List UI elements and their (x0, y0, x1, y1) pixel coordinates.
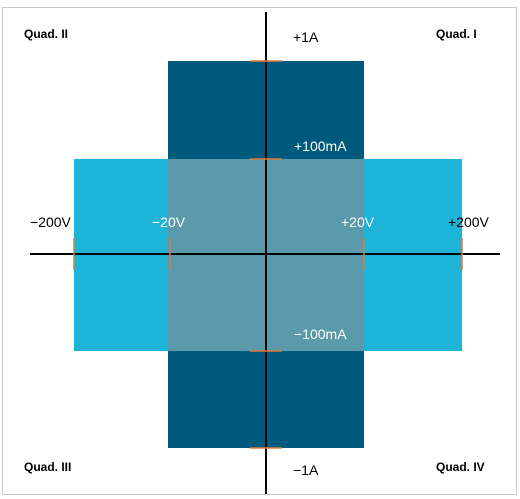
quadrant-ii-label: Quad. II (24, 27, 69, 41)
current-label-pos-100ma: +100mA (294, 138, 347, 154)
quadrant-iv-label: Quad. IV (436, 460, 485, 474)
voltage-label-pos-20v: +20V (341, 214, 375, 230)
current-label-neg-100ma: −100mA (294, 326, 347, 342)
voltage-label-neg-20v: −20V (152, 214, 186, 230)
quadrant-i-label: Quad. I (436, 27, 477, 41)
voltage-label-neg-200v: −200V (30, 214, 71, 230)
current-label-neg-1a: −1A (293, 462, 319, 478)
current-label-pos-1a: +1A (293, 29, 319, 45)
voltage-label-pos-200v: +200V (448, 214, 489, 230)
quadrant-iii-label: Quad. III (24, 460, 72, 474)
